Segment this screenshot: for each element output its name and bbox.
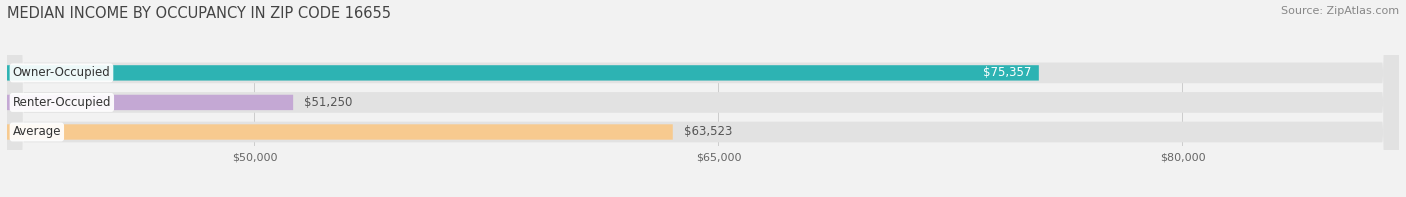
Text: $63,523: $63,523 <box>683 125 733 138</box>
Text: Source: ZipAtlas.com: Source: ZipAtlas.com <box>1281 6 1399 16</box>
FancyBboxPatch shape <box>7 0 1399 197</box>
FancyBboxPatch shape <box>7 0 1399 197</box>
Text: Owner-Occupied: Owner-Occupied <box>13 66 110 79</box>
FancyBboxPatch shape <box>7 95 294 110</box>
Text: MEDIAN INCOME BY OCCUPANCY IN ZIP CODE 16655: MEDIAN INCOME BY OCCUPANCY IN ZIP CODE 1… <box>7 6 391 21</box>
Text: Average: Average <box>13 125 60 138</box>
Text: $75,357: $75,357 <box>983 66 1032 79</box>
Text: $51,250: $51,250 <box>304 96 353 109</box>
FancyBboxPatch shape <box>7 124 673 140</box>
Text: Renter-Occupied: Renter-Occupied <box>13 96 111 109</box>
FancyBboxPatch shape <box>7 0 1399 197</box>
FancyBboxPatch shape <box>7 65 1039 81</box>
